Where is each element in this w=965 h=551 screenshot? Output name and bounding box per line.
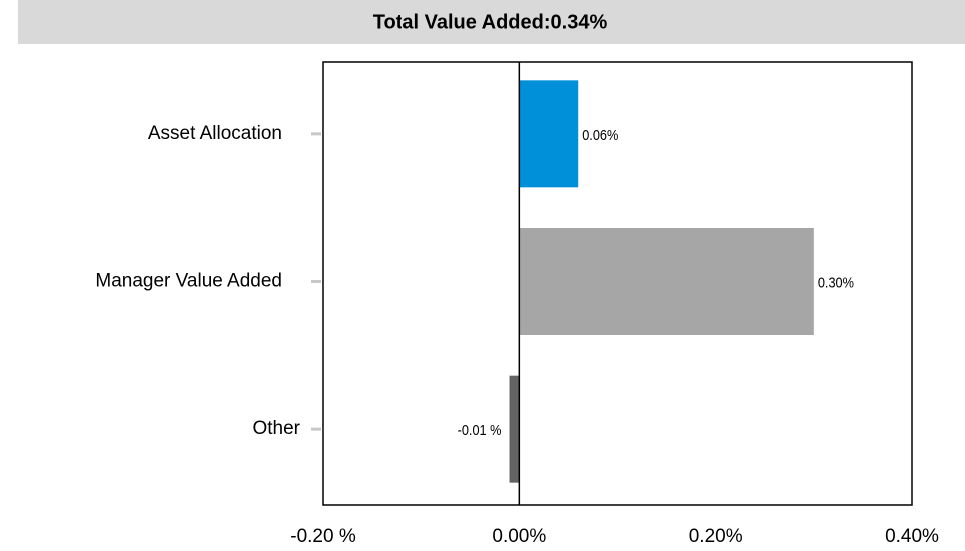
y-tick-label: Manager Value Added bbox=[95, 271, 282, 292]
data-label: 0.30% bbox=[818, 273, 854, 290]
x-tick-label: 0.40% bbox=[885, 526, 939, 547]
x-tick-label: 0.00% bbox=[492, 526, 546, 547]
chart-title: Total Value Added:0.34% bbox=[373, 11, 608, 33]
y-tick-label: Asset Allocation bbox=[148, 123, 282, 144]
bar bbox=[519, 228, 814, 335]
x-tick-label: 0.20% bbox=[689, 526, 743, 547]
plot-frame bbox=[322, 61, 913, 506]
data-label: -0.01 % bbox=[458, 421, 502, 438]
x-tick-label: -0.20 % bbox=[290, 526, 356, 547]
title-bar bbox=[18, 0, 965, 44]
data-label: 0.06% bbox=[582, 126, 618, 143]
bar bbox=[519, 80, 579, 188]
bar bbox=[509, 375, 520, 483]
y-tick-label: Other bbox=[252, 418, 300, 439]
